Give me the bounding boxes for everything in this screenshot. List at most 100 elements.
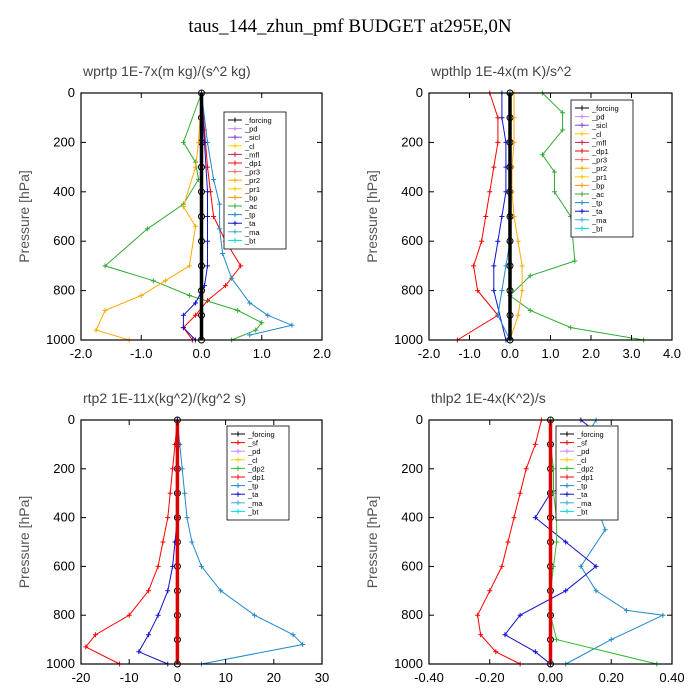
series-_tp-point [265,312,271,318]
series-_pr2-point [102,307,108,313]
series-_tp-point [623,607,629,613]
series-_ac-point [186,293,192,299]
legend-entry: _tp [576,482,587,491]
legend-swatch-point [232,212,238,218]
series-_pr2-point [515,238,521,244]
legend: _forcing_sf_pd_cl_dp2_dp1_tp_ta_ma_bt [555,425,619,521]
series-_ta-point [563,588,569,594]
legend-entry: _bp [591,181,605,190]
legend-swatch-point [235,508,241,514]
legend-entry: _pd [244,125,258,134]
series-line-_tp [176,419,304,665]
legend-entry: _forcing [247,430,275,439]
series-_ac-point [144,226,150,232]
legend-swatch-point [235,448,241,454]
legend-swatch-point [232,117,238,123]
series-_tp [199,90,295,338]
legend-entry: _sf [247,439,259,448]
series-_pr2 [93,90,204,343]
series-_tp-point [229,275,235,281]
series-_dp1-point [495,139,501,145]
x-tick-label: -10 [120,670,139,685]
legend-swatch-point [564,448,570,454]
series-_pr2-point [519,288,525,294]
panel-wprtp: wprtp 1E-7x(m kg)/(s^2 kg) Pressure [hPa]… [16,63,331,361]
series-_pr2-point [180,204,186,210]
legend-swatch-point [232,194,238,200]
legend-swatch-point [579,148,585,154]
series-_tp-point [593,588,599,594]
y-tick-label: 800 [401,283,423,298]
series-_dp1-point [523,466,529,472]
legend-entry: _cl [247,456,258,465]
series-_ta-point [532,515,538,521]
legend-entry: _bt [247,507,259,516]
series-_dp1-point [517,490,523,496]
legend-swatch-point [235,500,241,506]
series-_ta-point [495,238,501,244]
legend-swatch-point [235,491,241,497]
series-_ta-point [155,612,161,618]
legend-swatch-point [579,114,585,120]
legend-swatch-point [235,440,241,446]
series-_tp-point [608,637,614,643]
legend-entry: _bt [576,507,588,516]
series-_ta-point [180,325,186,331]
legend-entry: _forcing [576,430,604,439]
x-tick-label: -0.40 [414,670,444,685]
legend-swatch-point [579,157,585,163]
series-_dp1-point [145,588,151,594]
panel-title: wprtp 1E-7x(m kg)/(s^2 kg) [82,63,251,79]
series-_tp-point [218,588,224,594]
legend-entry: _dp1 [576,473,594,482]
legend-entry: _ac [244,202,257,211]
x-tick-label: 1.0 [541,346,559,361]
y-tick-label: 800 [401,607,423,622]
series-_dp1 [454,90,501,343]
series-_ac-point [572,258,578,264]
series-_ta-point [517,612,523,618]
series-_ta-point [499,115,505,121]
y-axis-label: Pressure [hPa] [16,496,32,589]
legend-swatch-point [232,126,238,132]
series-_dp1-point [475,612,481,618]
y-tick-label: 0 [416,85,423,100]
y-axis-label: Pressure [hPa] [364,496,380,589]
series-_tp-point [247,332,253,338]
series-_dp1-point [475,288,481,294]
panel-thlp2: thlp2 1E-4x(K^2)/s Pressure [hPa] -0.40 -0.… [364,390,685,685]
series-_ta-point [165,588,171,594]
series-_ta [136,417,180,667]
series-_ac-point [568,325,574,331]
legend-swatch-point [564,474,570,480]
series-_dp1-point [167,490,173,496]
series-_tp-point [578,563,584,569]
legend: _forcing_pd_sicl_cl_mfl_dp1_pr3_pr2_pr1_… [223,111,287,250]
legend-swatch-point [232,177,238,183]
series-_dp1-point [126,612,132,618]
x-tick-label: -1.0 [458,346,480,361]
legend-entry: _ma [244,228,260,237]
legend-swatch-point [564,508,570,514]
series-_pr2-point [192,223,198,229]
plot-frame [428,92,673,341]
series-_dp1-point [165,515,171,521]
legend-entry: _dp2 [247,464,265,473]
legend-swatch-point [232,237,238,243]
panel-title: thlp2 1E-4x(K^2)/s [431,390,546,406]
series-_ac-point [527,307,533,313]
series-line-_dp1 [477,419,542,665]
series-_ac-point [539,152,545,158]
series-_pr2 [507,90,525,343]
y-tick-label: 600 [53,233,75,248]
x-tick-label: 0.20 [599,670,624,685]
legend-entry: _pd [247,447,261,456]
legend-entry: _ma [247,499,263,508]
legend-entry: _forcing [591,104,619,113]
legend-swatch-point [579,165,585,171]
series-_dp1-point [160,539,166,545]
series-_pr2-point [515,312,521,318]
series-_ac-point [552,169,558,175]
x-tick-label: -20 [72,670,91,685]
legend-entry: _dp1 [247,473,265,482]
